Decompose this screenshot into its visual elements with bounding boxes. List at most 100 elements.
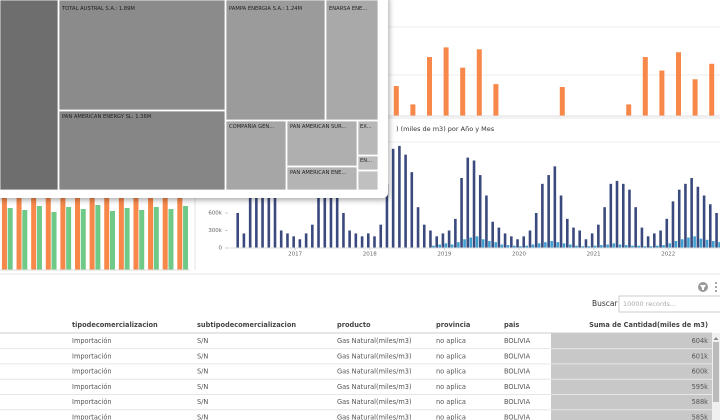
- bar: [649, 246, 653, 248]
- treemap-cell[interactable]: [325, 0, 379, 121]
- bar: [242, 233, 246, 248]
- bar: [450, 244, 454, 248]
- treemap-label: EN...: [360, 158, 372, 164]
- chart-title: ) (miles de m3) por Año y Mes: [396, 125, 495, 133]
- column-header: tipodecomercializacion: [72, 321, 158, 329]
- y-tick-label: 0: [219, 246, 223, 252]
- treemap-cell[interactable]: [286, 166, 358, 191]
- bar: [711, 241, 715, 248]
- treemap-label: TOTAL AUSTRAL S.A.: 1.89M: [61, 6, 135, 12]
- treemap-cell[interactable]: [58, 0, 226, 111]
- bar: [416, 207, 420, 248]
- bar: [488, 241, 491, 248]
- treemap-cell[interactable]: [0, 0, 59, 191]
- treemap-label: PAN AMERICAN SUR...: [290, 124, 347, 130]
- table-cell: S/N: [197, 352, 208, 360]
- bar: [680, 239, 684, 248]
- bar: [148, 198, 154, 270]
- treemap-label: PAMPA ENERGIA S.A.: 1.24M: [229, 6, 302, 12]
- bar: [267, 166, 271, 248]
- table-cell: S/N: [197, 383, 208, 391]
- treemap-cell[interactable]: [286, 120, 358, 167]
- bar: [438, 244, 442, 248]
- y-tick-label: 300k: [208, 228, 222, 234]
- bar: [273, 195, 277, 248]
- bar: [255, 148, 258, 248]
- bar: [646, 236, 650, 248]
- y-tick-label: 600k: [208, 211, 222, 217]
- bar: [603, 207, 606, 248]
- bar: [104, 198, 110, 270]
- bar: [335, 178, 339, 248]
- scroll-up[interactable]: [713, 337, 719, 340]
- bar: [139, 210, 145, 270]
- table-cell: Gas Natural(miles/m3): [337, 398, 412, 406]
- bar: [516, 239, 519, 248]
- bar: [662, 245, 665, 248]
- treemap-label: COMPAÑIA GEN...: [229, 123, 275, 130]
- bar: [342, 213, 345, 248]
- bar: [547, 175, 550, 248]
- bar: [668, 243, 672, 248]
- treemap-cell[interactable]: [58, 110, 226, 191]
- bar: [581, 246, 584, 248]
- table-cell: Importación: [72, 337, 112, 345]
- bar: [600, 245, 603, 248]
- bar: [183, 206, 189, 270]
- table-cell: S/N: [197, 414, 208, 420]
- column-header: pais: [504, 321, 519, 329]
- bar: [606, 244, 609, 248]
- bar: [587, 246, 591, 248]
- bar: [528, 230, 532, 248]
- table-cell: Gas Natural(miles/m3): [337, 383, 412, 391]
- bar: [709, 63, 715, 116]
- bar: [261, 148, 264, 248]
- bar: [393, 86, 399, 116]
- treemap-cell[interactable]: [357, 155, 379, 171]
- bar: [95, 205, 101, 270]
- table-cell: 601k: [692, 352, 709, 360]
- bar: [522, 236, 526, 248]
- bar: [460, 67, 466, 116]
- bar: [572, 227, 575, 248]
- bar: [466, 157, 470, 248]
- bar: [693, 236, 696, 248]
- bar: [544, 242, 547, 248]
- treemap-cell[interactable]: [225, 0, 326, 121]
- bar: [624, 245, 628, 248]
- bar: [553, 166, 557, 248]
- treemap-cell[interactable]: [357, 170, 379, 191]
- treemap-cell[interactable]: [357, 120, 379, 156]
- bar: [133, 198, 139, 270]
- column-header: subtipodecomercializacion: [197, 321, 296, 329]
- bar: [671, 201, 675, 248]
- table-cell: S/N: [197, 398, 208, 406]
- bar: [718, 242, 720, 248]
- bar: [153, 207, 159, 270]
- bar: [702, 195, 706, 248]
- bar: [493, 84, 499, 116]
- bar: [75, 198, 81, 270]
- scroll-thumb[interactable]: [713, 342, 719, 402]
- bar: [444, 243, 448, 248]
- menu-dots[interactable]: [715, 282, 717, 292]
- bar: [279, 230, 283, 248]
- bar: [497, 227, 501, 248]
- bar: [640, 227, 644, 248]
- table-cell: Importación: [72, 398, 112, 406]
- bar: [653, 233, 656, 248]
- bar: [379, 224, 383, 248]
- bar: [584, 239, 588, 248]
- column-header: Suma de Cantidad(miles de m3): [589, 321, 708, 329]
- bar: [687, 237, 690, 248]
- table-cell: no aplica: [436, 337, 466, 345]
- bar: [457, 242, 460, 248]
- table-cell: no aplica: [436, 398, 466, 406]
- bar: [708, 204, 712, 248]
- treemap-cell[interactable]: [225, 120, 287, 191]
- bar: [556, 242, 560, 248]
- x-tick-label: 2021: [587, 252, 601, 258]
- search-input[interactable]: [618, 295, 720, 313]
- bar: [541, 183, 544, 248]
